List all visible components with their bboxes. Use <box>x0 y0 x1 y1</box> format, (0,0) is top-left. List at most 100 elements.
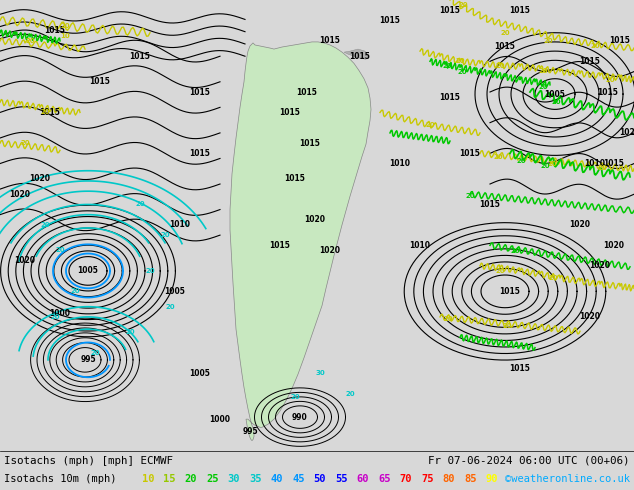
Text: 1000: 1000 <box>49 309 70 318</box>
Text: 20: 20 <box>442 63 452 70</box>
Text: 1015: 1015 <box>510 364 531 372</box>
Text: 20: 20 <box>160 232 170 238</box>
Text: 30: 30 <box>315 370 325 376</box>
Text: 20: 20 <box>458 2 468 8</box>
Text: 1015: 1015 <box>320 36 340 46</box>
Text: 20: 20 <box>20 140 30 146</box>
Text: 20: 20 <box>543 38 553 44</box>
Text: 995: 995 <box>80 355 96 365</box>
Text: 1020: 1020 <box>30 174 51 183</box>
Text: 20: 20 <box>70 288 80 294</box>
Text: 20: 20 <box>502 323 512 329</box>
Text: 20: 20 <box>165 304 175 310</box>
Text: 1010: 1010 <box>389 159 410 168</box>
Text: 1015: 1015 <box>604 159 624 168</box>
Text: 1025: 1025 <box>619 128 634 137</box>
Text: 1015: 1015 <box>285 174 306 183</box>
Text: 20: 20 <box>184 474 197 484</box>
Text: 1015: 1015 <box>44 26 65 35</box>
Text: 10: 10 <box>60 33 70 39</box>
Text: 20: 20 <box>55 247 65 253</box>
Text: 20: 20 <box>597 165 607 171</box>
Text: 20: 20 <box>40 222 50 228</box>
Text: Isotachs 10m (mph): Isotachs 10m (mph) <box>4 474 117 484</box>
Text: 20: 20 <box>495 63 505 70</box>
Text: 1015: 1015 <box>190 88 210 97</box>
Text: 65: 65 <box>378 474 391 484</box>
Text: 10: 10 <box>142 474 154 484</box>
Text: 1015: 1015 <box>269 241 290 250</box>
Text: 1020: 1020 <box>304 215 325 224</box>
Text: 50: 50 <box>314 474 327 484</box>
Text: 1020: 1020 <box>10 190 30 199</box>
Text: 20: 20 <box>455 58 465 64</box>
Text: 20: 20 <box>548 275 558 281</box>
Text: Fr 07-06-2024 06:00 UTC (00+06): Fr 07-06-2024 06:00 UTC (00+06) <box>429 456 630 466</box>
Text: 15: 15 <box>163 474 176 484</box>
Text: 1015: 1015 <box>609 36 630 46</box>
Text: 990: 990 <box>292 413 308 421</box>
Text: 20: 20 <box>516 157 526 164</box>
Polygon shape <box>344 49 368 59</box>
Text: 80: 80 <box>443 474 455 484</box>
Text: 20: 20 <box>465 193 475 199</box>
Text: 1015: 1015 <box>280 108 301 117</box>
Text: 1015: 1015 <box>598 88 618 97</box>
Text: 40: 40 <box>271 474 283 484</box>
Text: 1015: 1015 <box>479 200 500 209</box>
Text: 20: 20 <box>495 268 505 274</box>
Text: 20: 20 <box>538 68 548 74</box>
Text: 1020: 1020 <box>320 246 340 255</box>
Text: 1020: 1020 <box>15 256 36 265</box>
Text: 1015: 1015 <box>89 77 110 86</box>
Text: 20: 20 <box>40 109 50 116</box>
Text: 995: 995 <box>242 427 258 436</box>
Text: 1015: 1015 <box>439 6 460 15</box>
Text: 1015: 1015 <box>439 93 460 101</box>
Text: 1010: 1010 <box>585 159 605 168</box>
Text: Isotachs (mph) [mph] ECMWF: Isotachs (mph) [mph] ECMWF <box>4 456 173 466</box>
Text: 1005: 1005 <box>77 267 98 275</box>
Text: 55: 55 <box>335 474 348 484</box>
Text: 75: 75 <box>421 474 434 484</box>
Text: 1015: 1015 <box>349 52 370 61</box>
Text: 20: 20 <box>493 154 503 160</box>
Text: 20: 20 <box>510 248 520 254</box>
Text: 20: 20 <box>125 329 135 335</box>
Text: 1000: 1000 <box>209 415 231 424</box>
Text: 20: 20 <box>538 84 548 90</box>
Text: 20: 20 <box>60 23 70 28</box>
Text: 1015: 1015 <box>299 139 320 147</box>
Text: 20: 20 <box>457 69 467 74</box>
Text: 20: 20 <box>345 391 355 396</box>
Text: 1020: 1020 <box>579 313 600 321</box>
Text: 1015: 1015 <box>579 57 600 66</box>
Text: 1005: 1005 <box>190 368 210 378</box>
Text: 20: 20 <box>443 316 453 322</box>
Text: 25: 25 <box>206 474 219 484</box>
Text: 20: 20 <box>50 314 60 320</box>
Text: 20: 20 <box>290 393 300 400</box>
Text: 20: 20 <box>425 122 435 128</box>
Text: 35: 35 <box>249 474 262 484</box>
Text: 1015: 1015 <box>500 287 521 296</box>
Text: 20: 20 <box>25 38 35 44</box>
Text: 1015: 1015 <box>495 42 515 50</box>
Text: 1015: 1015 <box>190 149 210 158</box>
Text: 20: 20 <box>547 161 557 167</box>
Text: 1020: 1020 <box>604 241 624 250</box>
Text: 90: 90 <box>486 474 498 484</box>
Text: 1015: 1015 <box>380 16 401 25</box>
Text: 20: 20 <box>551 99 561 105</box>
Text: ©weatheronline.co.uk: ©weatheronline.co.uk <box>505 474 630 484</box>
Text: 20: 20 <box>605 77 615 83</box>
Polygon shape <box>230 42 371 441</box>
Text: 20: 20 <box>500 30 510 36</box>
Text: 70: 70 <box>400 474 412 484</box>
Text: 1005: 1005 <box>165 287 185 296</box>
Text: 45: 45 <box>292 474 305 484</box>
Text: 1015: 1015 <box>297 88 318 97</box>
Text: 1010: 1010 <box>410 241 430 250</box>
Text: 20: 20 <box>135 201 145 207</box>
Text: 30: 30 <box>228 474 240 484</box>
